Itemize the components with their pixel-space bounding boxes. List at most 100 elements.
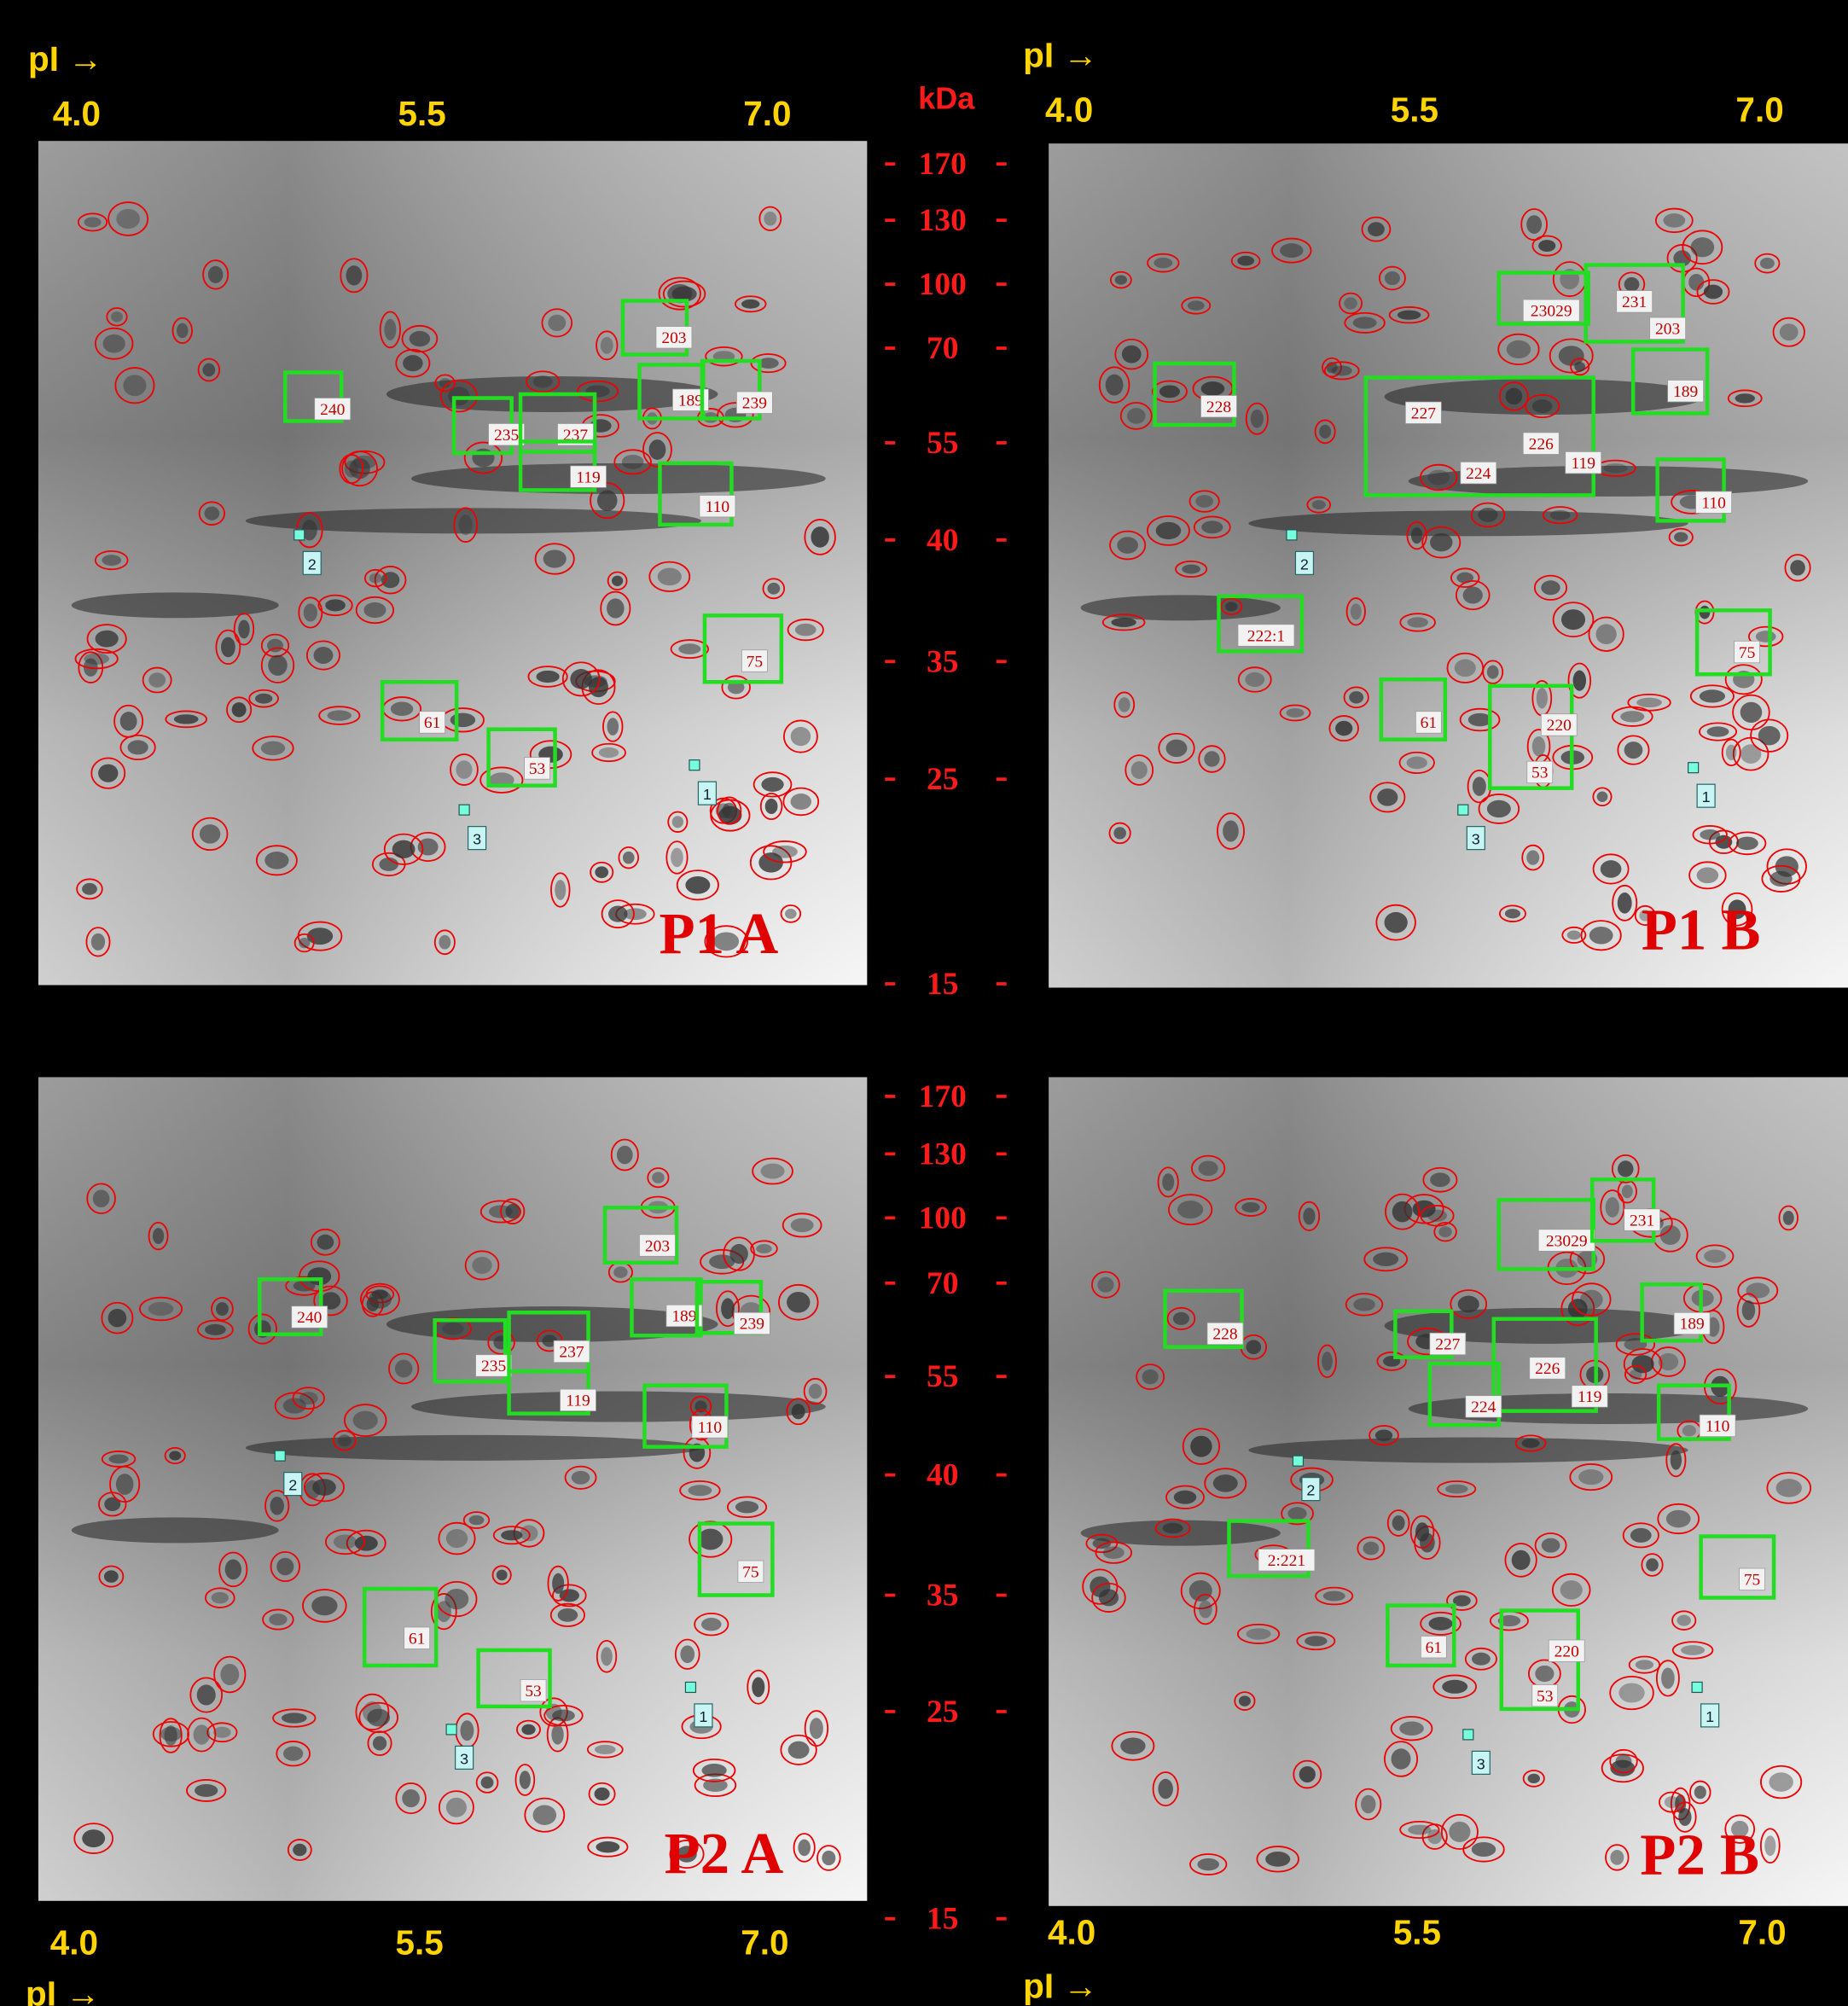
gel-spot: [1265, 1852, 1290, 1867]
spot-label: 226: [1535, 1360, 1560, 1378]
gel-spot: [96, 631, 119, 648]
kda-tick-label: 25: [927, 762, 958, 797]
spot-label: 23029: [1531, 303, 1572, 321]
gel-spot: [353, 1410, 378, 1429]
gel-spot: [459, 515, 473, 535]
gel-spot: [1478, 508, 1497, 522]
gel-spot: [1251, 410, 1264, 428]
marker-label: 3: [473, 831, 481, 848]
spot-label: 119: [566, 1393, 590, 1410]
gel-spot: [1299, 1766, 1316, 1782]
marker-label: 2: [308, 555, 317, 573]
gel-spot: [1700, 606, 1711, 619]
pi-tick-label: 4.0: [1045, 90, 1093, 130]
spot-label: 226: [1529, 435, 1554, 453]
gel-spot: [202, 363, 215, 377]
gel-spot: [543, 549, 567, 567]
spot-label: 228: [1206, 398, 1231, 416]
panel-title: P1 B: [1642, 898, 1761, 962]
spot-label: 61: [1421, 714, 1437, 732]
marker-dot: [1688, 763, 1699, 773]
gel-band: [72, 1517, 279, 1543]
gel-spot: [299, 1392, 318, 1404]
gel-spot: [1237, 256, 1254, 266]
gel-spot: [1427, 1210, 1447, 1222]
gel-spot: [128, 740, 148, 754]
gel-spot: [1618, 1160, 1633, 1177]
kda-tick-label: 55: [927, 426, 958, 461]
pi-tick-label: 7.0: [743, 94, 791, 133]
marker-dot: [1293, 1456, 1303, 1466]
gel-spot: [1363, 1542, 1380, 1555]
gel-spot: [1131, 761, 1148, 779]
pi-tick-label: 7.0: [1738, 1913, 1786, 1952]
gel-spot: [1280, 243, 1303, 258]
gel-spot: [809, 1384, 822, 1399]
gel-spot: [1487, 666, 1499, 679]
kda-tick-label: 70: [927, 1266, 958, 1301]
gel-spot: [1399, 1721, 1424, 1735]
gel-spot: [702, 1764, 727, 1777]
gel-spot: [1580, 1290, 1603, 1309]
gel-spot: [548, 315, 566, 331]
spot-label: 53: [1531, 765, 1548, 782]
gel-spot: [497, 1570, 508, 1581]
gel-spot: [735, 1501, 758, 1513]
spot-label: 203: [661, 329, 686, 347]
gel-spot: [1373, 1253, 1398, 1266]
gel-spot: [282, 1712, 307, 1723]
pi-tick-label: 4.0: [1048, 1913, 1095, 1952]
gel-spot: [205, 507, 220, 520]
gel-spot: [1117, 537, 1138, 554]
gel-spot: [1353, 1298, 1375, 1311]
pi-tick-label: 4.0: [53, 94, 101, 133]
gel-spot: [1174, 1491, 1196, 1504]
gel-spot: [1463, 587, 1483, 604]
gel-spot: [1201, 520, 1223, 533]
spot-label: 110: [1701, 494, 1725, 512]
gel-spot: [392, 840, 416, 858]
gel-spot: [685, 876, 710, 894]
marker-label: 3: [1472, 831, 1480, 848]
gel-spot: [607, 718, 619, 736]
gel-spot: [1239, 1695, 1251, 1707]
gel-spot: [299, 938, 310, 948]
gel-spot: [269, 1614, 287, 1625]
gel-spot: [1505, 909, 1520, 918]
kda-tick-label: 130: [919, 1137, 967, 1172]
gel-spot: [311, 1596, 337, 1616]
gel-spot: [418, 839, 439, 856]
gel-spot: [1622, 1184, 1633, 1198]
gel-spot: [1736, 837, 1758, 851]
gel-spot: [1550, 510, 1571, 520]
gel-spot: [270, 1497, 284, 1515]
gel-spot: [1618, 893, 1632, 914]
gel-spot: [1740, 744, 1761, 764]
spot-label: 189: [671, 1308, 696, 1326]
gel-spot: [1415, 1522, 1429, 1541]
gel-spot: [1473, 776, 1486, 795]
spot-label: 239: [740, 1316, 764, 1334]
gel-spot: [1429, 1617, 1453, 1631]
spot-label: 231: [1622, 294, 1647, 311]
kda-unit: kDa: [918, 81, 975, 116]
gel-spot: [1361, 1795, 1375, 1814]
gel-spot: [1624, 277, 1640, 292]
gel-spot: [623, 852, 635, 864]
spot-label: 75: [742, 1564, 758, 1582]
gel-spot: [1535, 1666, 1554, 1682]
gel-spot: [355, 1536, 378, 1551]
pi-tick-label: 7.0: [741, 1923, 788, 1962]
marker-label: 1: [703, 786, 712, 803]
kda-tick-label: 40: [927, 1458, 958, 1493]
gel-spot: [1407, 617, 1427, 627]
gel-spot: [1392, 1748, 1411, 1769]
gel-spot: [104, 1570, 119, 1582]
gel-band: [1248, 510, 1688, 536]
gel-spot: [701, 1618, 722, 1631]
gel-spot: [764, 212, 776, 226]
gel-spot: [787, 1292, 810, 1313]
gel-spot: [442, 1323, 463, 1335]
gel-spot: [169, 1451, 181, 1461]
gel-spot: [1368, 222, 1385, 236]
